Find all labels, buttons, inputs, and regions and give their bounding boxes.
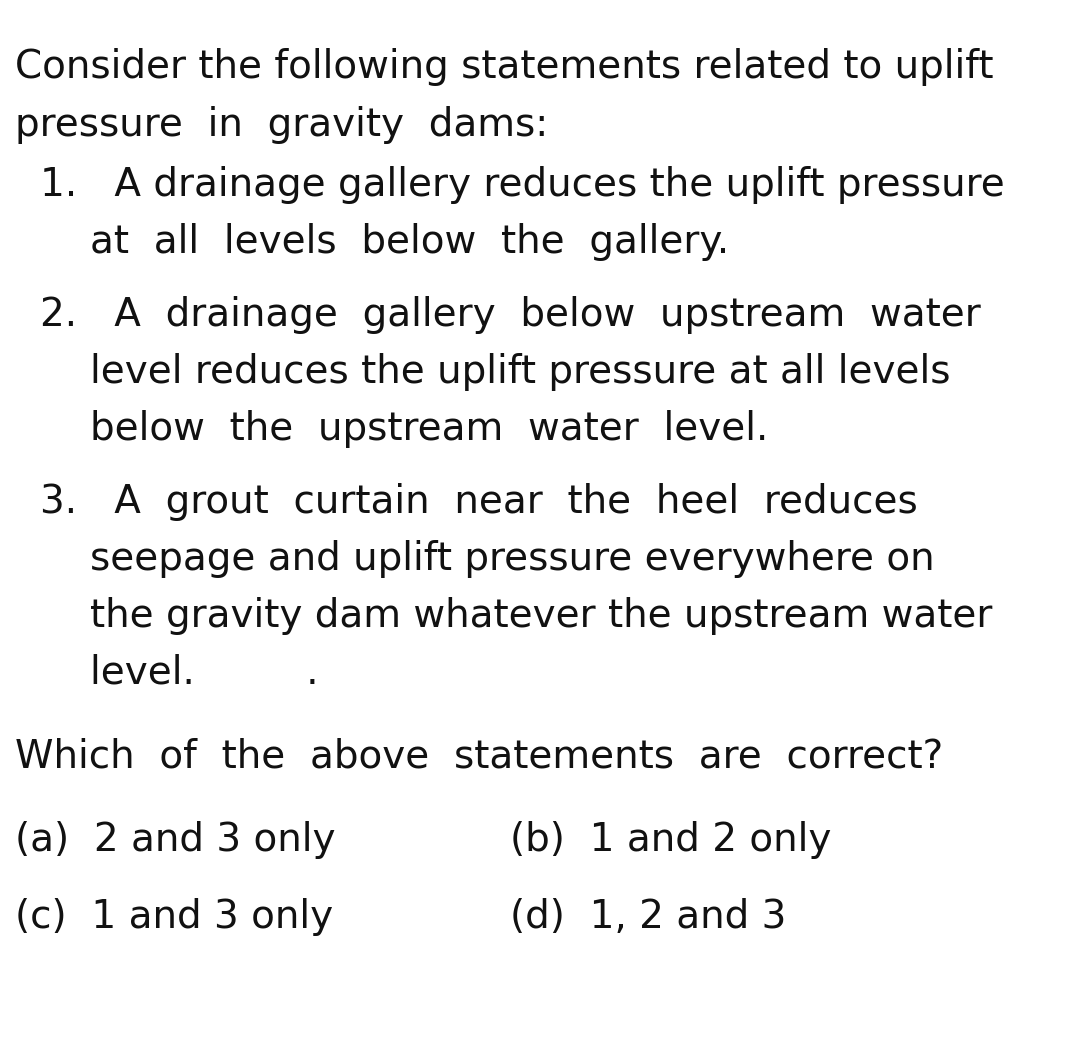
Text: (b)  1 and 2 only: (b) 1 and 2 only xyxy=(510,821,832,859)
Text: below  the  upstream  water  level.: below the upstream water level. xyxy=(90,410,768,448)
Text: 2.   A  drainage  gallery  below  upstream  water: 2. A drainage gallery below upstream wat… xyxy=(40,296,981,334)
Text: Consider the following statements related to uplift: Consider the following statements relate… xyxy=(15,48,994,86)
Text: seepage and uplift pressure everywhere on: seepage and uplift pressure everywhere o… xyxy=(90,540,934,578)
Text: pressure  in  gravity  dams:: pressure in gravity dams: xyxy=(15,106,549,144)
Text: 1.   A drainage gallery reduces the uplift pressure: 1. A drainage gallery reduces the uplift… xyxy=(40,166,1004,204)
Text: (c)  1 and 3 only: (c) 1 and 3 only xyxy=(15,898,333,936)
Text: Which  of  the  above  statements  are  correct?: Which of the above statements are correc… xyxy=(15,738,943,776)
Text: at  all  levels  below  the  gallery.: at all levels below the gallery. xyxy=(90,223,729,260)
Text: (a)  2 and 3 only: (a) 2 and 3 only xyxy=(15,821,336,859)
Text: level.         .: level. . xyxy=(90,654,319,692)
Text: (d)  1, 2 and 3: (d) 1, 2 and 3 xyxy=(510,898,786,936)
Text: 3.   A  grout  curtain  near  the  heel  reduces: 3. A grout curtain near the heel reduces xyxy=(40,483,918,521)
Text: the gravity dam whatever the upstream water: the gravity dam whatever the upstream wa… xyxy=(90,597,993,635)
Text: level reduces the uplift pressure at all levels: level reduces the uplift pressure at all… xyxy=(90,353,950,391)
